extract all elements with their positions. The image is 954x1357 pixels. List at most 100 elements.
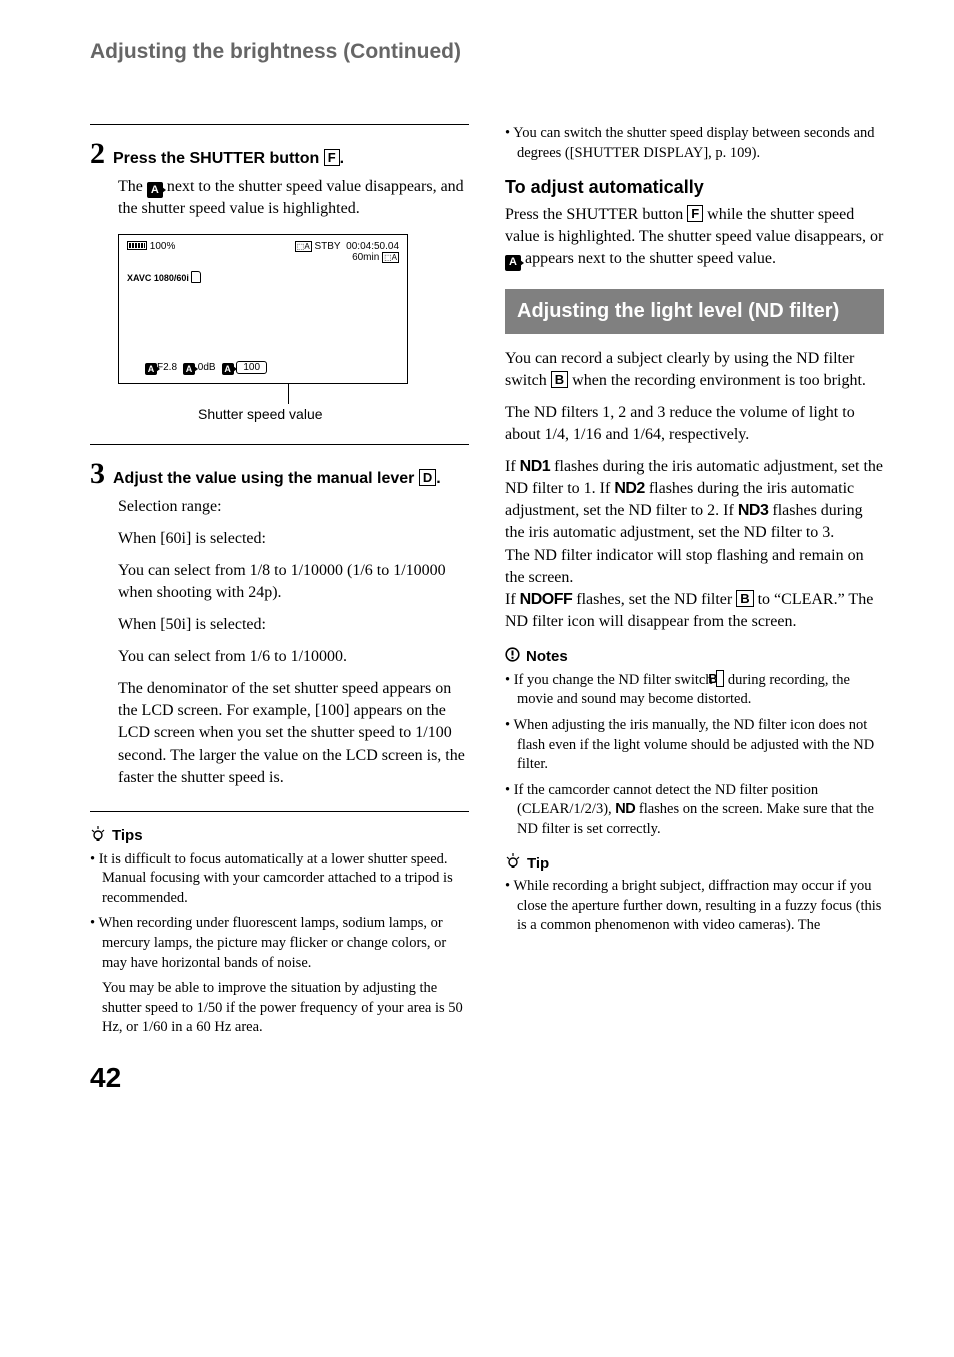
- pointer-line: [288, 384, 289, 404]
- page-number: 42: [90, 1062, 884, 1094]
- step3-p2: When [60i] is selected:: [118, 528, 469, 550]
- tip-item: When recording under fluorescent lamps, …: [90, 914, 469, 973]
- nd1-glyph: ND1: [520, 458, 551, 475]
- tip-heading: Tip: [505, 853, 884, 873]
- t: If: [505, 458, 520, 475]
- tip-item: It is difficult to focus automatically a…: [90, 850, 469, 909]
- lcd-top-row: 100% ⬚A STBY 00:04:50.04 60min ⬚A: [127, 241, 399, 263]
- nd3-glyph: ND3: [738, 502, 769, 519]
- step-3: 3 Adjust the value using the manual leve…: [90, 444, 469, 788]
- tips-heading: Tips: [90, 826, 469, 846]
- auto-pre: Press the SHUTTER button: [505, 206, 687, 223]
- mode-text: XAVC 1080/60i: [127, 273, 189, 283]
- nd-p1: You can record a subject clearly by usin…: [505, 348, 884, 392]
- continued-header: Adjusting the brightness (Continued): [90, 40, 884, 64]
- right-top-bullet: You can switch the shutter speed display…: [505, 124, 884, 163]
- auto-adjust-heading: To adjust automatically: [505, 177, 884, 198]
- auto-icon: A: [147, 182, 163, 198]
- step-body: The A next to the shutter speed value di…: [118, 176, 469, 221]
- auto-icon: A: [222, 363, 234, 375]
- lcd-stby: ⬚A STBY: [295, 241, 341, 252]
- lcd-top-right: ⬚A STBY 00:04:50.04 60min ⬚A: [295, 241, 399, 263]
- nd-p3: If ND1 flashes during the iris automatic…: [505, 456, 884, 633]
- ndoff-glyph: NDOFF: [520, 591, 573, 608]
- tips-list: It is difficult to focus automatically a…: [90, 850, 469, 973]
- step3-p4: When [50i] is selected:: [118, 614, 469, 636]
- step-title: Press the SHUTTER button F.: [113, 148, 344, 170]
- lcd-shutter-box: 100: [236, 361, 267, 374]
- step-header: 2 Press the SHUTTER button F.: [90, 139, 469, 170]
- rec-box-icon: ⬚A: [295, 241, 312, 252]
- step-title-post: .: [340, 150, 344, 167]
- lcd-screen: 100% ⬚A STBY 00:04:50.04 60min ⬚A XAVC 1…: [118, 234, 408, 384]
- lever-letter-d: D: [419, 469, 436, 486]
- step3-p3: You can select from 1/8 to 1/10000 (1/6 …: [118, 560, 469, 604]
- switch-letter-b: B: [551, 371, 568, 388]
- body-pre: The: [118, 178, 147, 195]
- tip-subpara: You may be able to improve the situation…: [90, 979, 469, 1038]
- switch-letter-b: B: [736, 590, 753, 607]
- sd-icon: [191, 271, 201, 283]
- button-letter-f: F: [687, 205, 703, 222]
- step-2: 2 Press the SHUTTER button F. The A next…: [90, 124, 469, 422]
- step-rule: [90, 124, 469, 125]
- notes-heading: Notes: [505, 647, 884, 666]
- media-box-icon: ⬚A: [382, 252, 399, 263]
- step-rule: [90, 444, 469, 445]
- body-post: next to the shutter speed value disappea…: [118, 178, 464, 218]
- note-item: If the camcorder cannot detect the ND fi…: [505, 781, 884, 840]
- notes-label: Notes: [526, 648, 568, 665]
- nd-glyph: ND: [615, 801, 635, 817]
- step-title-pre: Adjust the value using the manual lever: [113, 470, 419, 487]
- step-number: 3: [90, 459, 105, 489]
- tip-list: While recording a bright subject, diffra…: [505, 877, 884, 936]
- auto-adjust-body: Press the SHUTTER button F while the shu…: [505, 204, 884, 271]
- step-header: 3 Adjust the value using the manual leve…: [90, 459, 469, 490]
- tip-label: Tip: [527, 855, 549, 872]
- lcd-tc: 00:04:50.04: [346, 241, 399, 252]
- auto-icon: A: [183, 363, 195, 375]
- nd2-glyph: ND2: [614, 480, 645, 497]
- lcd-bottom-row: AF2.8 A 0dB A 100: [145, 362, 267, 375]
- auto-icon: A: [145, 363, 157, 375]
- tips-label: Tips: [112, 827, 143, 844]
- end-rule: [90, 811, 469, 812]
- step3-p6: The denominator of the set shutter speed…: [118, 678, 469, 788]
- tip-bulb-icon: [90, 826, 106, 846]
- lcd-remain: 60min: [352, 252, 379, 263]
- top-bullet-item: You can switch the shutter speed display…: [505, 124, 884, 163]
- step3-p1: Selection range:: [118, 496, 469, 518]
- note-item: If you change the ND filter switch B dur…: [505, 670, 884, 710]
- note-item: When adjusting the iris manually, the ND…: [505, 716, 884, 775]
- left-column: 2 Press the SHUTTER button F. The A next…: [90, 124, 469, 1044]
- nd-p1-post: when the recording environment is too br…: [568, 372, 866, 389]
- auto-icon: A: [505, 255, 521, 271]
- t: If: [505, 591, 520, 608]
- stby-text: STBY: [314, 241, 340, 252]
- step-number: 2: [90, 139, 105, 169]
- tip-bulb-icon: [505, 853, 521, 873]
- batt-pct: 100%: [150, 241, 176, 252]
- t: The ND filter indicator will stop flashi…: [505, 547, 864, 586]
- auto-post: appears next to the shutter speed value.: [521, 250, 776, 267]
- lcd-figure: 100% ⬚A STBY 00:04:50.04 60min ⬚A XAVC 1…: [118, 234, 469, 422]
- gain-val: 0dB: [198, 362, 216, 373]
- notes-excl-icon: [505, 647, 520, 666]
- t: flashes, set the ND filter: [572, 591, 736, 608]
- notes-list: If you change the ND filter switch B dur…: [505, 670, 884, 840]
- battery-icon: [127, 241, 147, 250]
- lcd-f: AF2.8: [145, 362, 177, 375]
- button-letter-f: F: [324, 149, 340, 166]
- step-title-post: .: [436, 470, 440, 487]
- two-column-layout: 2 Press the SHUTTER button F. The A next…: [90, 124, 884, 1044]
- lcd-shutter-group: A 100: [222, 362, 267, 375]
- lcd-mode: XAVC 1080/60i: [127, 271, 201, 283]
- f-val: F2.8: [157, 362, 177, 373]
- step-title: Adjust the value using the manual lever …: [113, 468, 441, 490]
- tip-item: While recording a bright subject, diffra…: [505, 877, 884, 936]
- nd-p2: The ND filters 1, 2 and 3 reduce the vol…: [505, 402, 884, 446]
- right-column: You can switch the shutter speed display…: [505, 124, 884, 1044]
- lcd-caption: Shutter speed value: [198, 406, 469, 422]
- step-title-pre: Press the SHUTTER button: [113, 150, 324, 167]
- step3-p5: You can select from 1/6 to 1/10000.: [118, 646, 469, 668]
